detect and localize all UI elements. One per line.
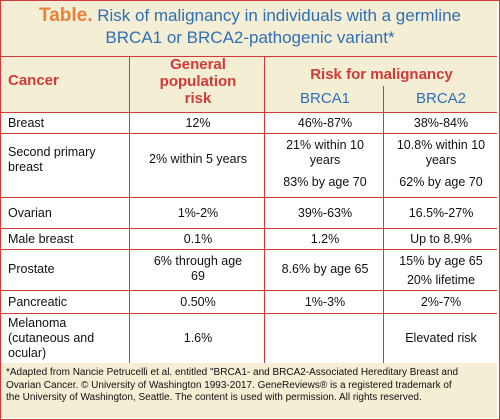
cell-cancer-melanoma-line1: Melanoma (8, 316, 67, 330)
cell-cancer-second-primary-line1: Second primary (8, 145, 96, 159)
title-text-line2: BRCA1 or BRCA2-pathogenic variant* (105, 28, 395, 47)
cell-cancer-male-breast: Male breast (8, 232, 74, 246)
header-brca2: BRCA2 (415, 90, 467, 107)
cell-general-melanoma: 1.6% (183, 331, 213, 345)
cell-brca2-second-primary-line3: 62% by age 70 (399, 175, 483, 189)
cell-cancer-ovarian: Ovarian (8, 206, 52, 220)
footnote-line2: Ovarian Cancer. © University of Washingt… (6, 379, 452, 391)
cell-general-prostate: 6% through age 69 (133, 254, 263, 284)
cell-brca2-prostate: 15% by age 65 20% lifetime (387, 254, 495, 288)
cell-general-pancreatic: 0.50% (180, 295, 216, 309)
header-general-line2: population (159, 73, 237, 90)
cell-cancer-breast: Breast (8, 116, 45, 130)
cell-brca1-second-primary: 21% within 10 years 83% by age 70 (268, 138, 382, 190)
cell-general-second-primary: 2% within 5 years (149, 152, 247, 166)
cell-cancer-prostate: Prostate (8, 262, 55, 276)
rule-header-bottom (1, 112, 497, 113)
cell-brca1-male-breast: 1.2% (310, 232, 340, 246)
footnote-line1: *Adapted from Nancie Petrucelli et al. e… (6, 367, 459, 378)
cell-cancer-melanoma-line2: (cutaneous and (8, 331, 95, 345)
rule-row-1 (1, 133, 497, 134)
title-band (1, 1, 497, 56)
rule-row-4 (1, 249, 497, 250)
cell-brca2-second-primary-line1: 10.8% within 10 (396, 138, 486, 152)
rule-row-6 (1, 313, 497, 314)
header-general-population-risk: General population risk (133, 56, 263, 107)
footnote: *Adapted from Nancie Petrucelli et al. e… (6, 367, 494, 405)
cell-brca2-ovarian: 16.5%-27% (408, 206, 474, 220)
cell-general-prostate-line2: 69 (191, 269, 205, 283)
rule-col-3 (383, 86, 384, 363)
cell-brca1-second-primary-line3: 83% by age 70 (283, 175, 367, 189)
cell-general-breast: 12% (185, 116, 211, 130)
cell-brca2-second-primary-line2: years (425, 153, 457, 167)
rule-row-2 (1, 197, 497, 198)
rule-row-5 (1, 290, 497, 291)
cell-brca1-second-primary-line1: 21% within 10 (286, 138, 364, 152)
cell-cancer-pancreatic: Pancreatic (8, 295, 68, 309)
cell-brca1-breast: 46%-87% (297, 116, 353, 130)
table-title: Table. Risk of malignancy in individuals… (0, 5, 500, 27)
cell-brca1-ovarian: 39%-63% (297, 206, 353, 220)
cell-brca2-prostate-line1: 15% by age 65 (399, 254, 483, 268)
header-brca1: BRCA1 (299, 90, 351, 107)
cell-brca2-prostate-line2: 20% lifetime (406, 273, 476, 287)
footnote-line3: the University of Washington, Seattle. T… (6, 392, 422, 403)
header-general-line1: General (170, 56, 226, 73)
cell-general-male-breast: 0.1% (183, 232, 213, 246)
table-label: Table. (39, 5, 93, 26)
cell-brca1-pancreatic: 1%-3% (304, 295, 346, 309)
cell-brca1-second-primary-line2: years (309, 153, 341, 167)
cell-brca2-pancreatic: 2%-7% (420, 295, 462, 309)
header-cancer: Cancer (8, 72, 59, 89)
cell-brca2-melanoma: Elevated risk (405, 331, 477, 345)
cell-general-prostate-line1: 6% through age (153, 254, 243, 268)
cell-general-ovarian: 1%-2% (177, 206, 219, 220)
cell-brca2-second-primary: 10.8% within 10 years 62% by age 70 (387, 138, 495, 190)
cell-brca1-prostate: 8.6% by age 65 (281, 262, 369, 276)
cell-cancer-second-primary-line2: breast (8, 160, 43, 174)
cell-brca2-breast: 38%-84% (413, 116, 469, 130)
header-band (1, 56, 497, 112)
header-risk-for-malignancy: Risk for malignancy (310, 66, 453, 83)
rule-col-2 (264, 56, 265, 363)
cell-cancer-second-primary: Second primary breast (8, 145, 128, 175)
rule-row-3 (1, 228, 497, 229)
cell-brca2-male-breast: Up to 8.9% (410, 232, 472, 246)
footnote-band (1, 363, 497, 418)
cell-cancer-melanoma-line3: ocular) (8, 346, 47, 360)
title-text-line1: Risk of malignancy in individuals with a… (92, 6, 461, 25)
rule-col-1 (129, 56, 130, 363)
rule-top (1, 56, 497, 57)
header-general-line3: risk (184, 90, 212, 107)
cell-cancer-melanoma: Melanoma (cutaneous and ocular) (8, 316, 128, 361)
